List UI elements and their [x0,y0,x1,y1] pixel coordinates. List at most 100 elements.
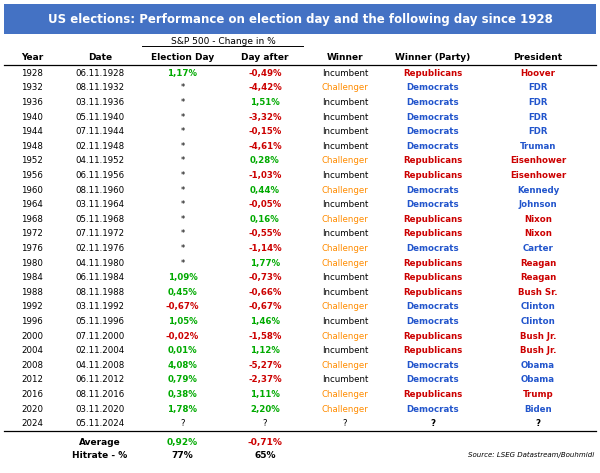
Text: -0,15%: -0,15% [248,127,281,136]
Text: Eisenhower: Eisenhower [510,171,566,180]
Text: President: President [514,53,563,62]
Text: 03.11.1964: 03.11.1964 [76,200,125,209]
Text: -3,32%: -3,32% [248,113,282,122]
Text: Challenger: Challenger [322,83,368,92]
Text: 1964: 1964 [21,200,43,209]
Text: 1,11%: 1,11% [250,390,280,399]
Text: 05.11.1996: 05.11.1996 [76,317,125,326]
Text: 77%: 77% [172,450,193,459]
Text: *: * [181,215,185,224]
Text: 1,09%: 1,09% [167,273,197,282]
Text: Challenger: Challenger [322,302,368,311]
Text: US elections: Performance on election day and the following day since 1928: US elections: Performance on election da… [47,12,553,26]
Text: Hitrate - %: Hitrate - % [73,450,128,459]
Text: Bush Jr.: Bush Jr. [520,332,556,341]
Text: 2,20%: 2,20% [250,404,280,413]
Text: Reagan: Reagan [520,273,556,282]
Text: Winner (Party): Winner (Party) [395,53,470,62]
Text: Bush Sr.: Bush Sr. [518,288,558,297]
Text: 1972: 1972 [21,229,43,238]
Text: Republicans: Republicans [403,259,462,268]
Text: Incumbent: Incumbent [322,69,368,78]
Text: 0,79%: 0,79% [167,376,197,385]
Text: Obama: Obama [521,376,555,385]
Text: 04.11.1952: 04.11.1952 [76,157,125,166]
Text: -0,67%: -0,67% [248,302,282,311]
Text: 1940: 1940 [21,113,43,122]
Text: -0,49%: -0,49% [248,69,282,78]
Text: Challenger: Challenger [322,332,368,341]
Text: Incumbent: Incumbent [322,376,368,385]
Text: Incumbent: Incumbent [322,317,368,326]
Text: Day after: Day after [241,53,289,62]
Text: 0,28%: 0,28% [250,157,280,166]
Text: 08.11.1960: 08.11.1960 [76,185,125,194]
Text: -0,71%: -0,71% [248,438,283,447]
Text: 0,92%: 0,92% [167,438,198,447]
Text: 0,01%: 0,01% [167,346,197,355]
Text: Democrats: Democrats [406,361,459,370]
Text: 1,51%: 1,51% [250,98,280,107]
Text: 03.11.2020: 03.11.2020 [76,404,125,413]
Text: Biden: Biden [524,404,552,413]
Text: Winner: Winner [326,53,364,62]
Text: Kennedy: Kennedy [517,185,559,194]
Text: Challenger: Challenger [322,157,368,166]
Text: 1952: 1952 [21,157,43,166]
Text: Incumbent: Incumbent [322,142,368,151]
Text: Incumbent: Incumbent [322,273,368,282]
Text: -1,14%: -1,14% [248,244,282,253]
Text: Democrats: Democrats [406,127,459,136]
Text: S&P 500 - Change in %: S&P 500 - Change in % [172,37,276,46]
Text: -0,73%: -0,73% [248,273,282,282]
Text: 1948: 1948 [21,142,43,151]
Text: Challenger: Challenger [322,185,368,194]
Text: *: * [181,98,185,107]
Text: 1992: 1992 [21,302,43,311]
Text: Democrats: Democrats [406,404,459,413]
Text: -0,66%: -0,66% [248,288,281,297]
Text: *: * [181,229,185,238]
Text: Democrats: Democrats [406,302,459,311]
Text: Johnson: Johnson [518,200,557,209]
Text: Democrats: Democrats [406,142,459,151]
Text: Hoover: Hoover [521,69,556,78]
Text: Nixon: Nixon [524,229,552,238]
Text: ?: ? [430,419,435,428]
Text: Eisenhower: Eisenhower [510,157,566,166]
Text: Trump: Trump [523,390,553,399]
Text: Republicans: Republicans [403,229,462,238]
Text: Incumbent: Incumbent [322,127,368,136]
Text: 04.11.1980: 04.11.1980 [76,259,125,268]
Text: *: * [181,142,185,151]
Text: 2020: 2020 [21,404,43,413]
Text: 05.11.1940: 05.11.1940 [76,113,125,122]
Text: FDR: FDR [528,127,548,136]
Text: 03.11.1992: 03.11.1992 [76,302,125,311]
Text: ?: ? [343,419,347,428]
Text: 65%: 65% [254,450,276,459]
Text: Average: Average [79,438,121,447]
Text: 2016: 2016 [21,390,43,399]
Text: 03.11.1936: 03.11.1936 [76,98,125,107]
Text: Incumbent: Incumbent [322,171,368,180]
Text: Nixon: Nixon [524,215,552,224]
Text: Democrats: Democrats [406,200,459,209]
Text: 07.11.1972: 07.11.1972 [76,229,125,238]
Text: Republicans: Republicans [403,69,462,78]
Text: 04.11.2008: 04.11.2008 [76,361,125,370]
Text: 1996: 1996 [21,317,43,326]
Text: 0,44%: 0,44% [250,185,280,194]
Text: 07.11.1944: 07.11.1944 [76,127,125,136]
Text: Obama: Obama [521,361,555,370]
Text: 2004: 2004 [21,346,43,355]
Text: Challenger: Challenger [322,244,368,253]
Text: Incumbent: Incumbent [322,288,368,297]
Text: 02.11.1976: 02.11.1976 [76,244,125,253]
Text: Republicans: Republicans [403,288,462,297]
Text: Bush Jr.: Bush Jr. [520,346,556,355]
Text: -4,42%: -4,42% [248,83,282,92]
Text: Democrats: Democrats [406,244,459,253]
Text: -1,58%: -1,58% [248,332,281,341]
Text: *: * [181,171,185,180]
